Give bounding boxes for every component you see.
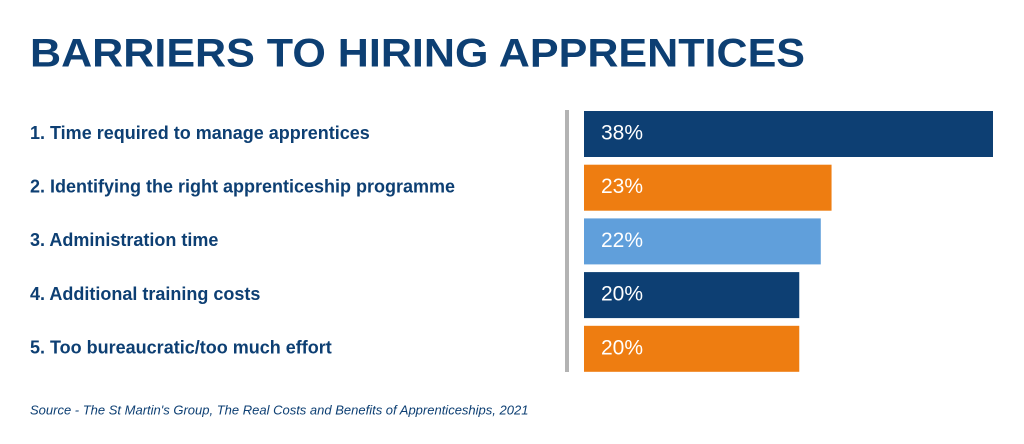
source-note: Source - The St Martin's Group, The Real…	[30, 402, 528, 417]
category-label: 5. Too bureaucratic/too much effort	[30, 338, 332, 358]
value-label: 22%	[601, 229, 643, 252]
value-label: 23%	[601, 175, 643, 198]
bar	[584, 111, 993, 157]
category-label: 4. Additional training costs	[30, 284, 260, 304]
category-label: 2. Identifying the right apprenticeship …	[30, 176, 455, 196]
bar	[584, 164, 832, 211]
chart-title: BARRIERS TO HIRING APPRENTICES	[30, 32, 805, 76]
category-label: 1. Time required to manage apprentices	[30, 123, 370, 143]
bar	[584, 272, 800, 319]
value-label: 20%	[601, 336, 643, 359]
category-label: 3. Administration time	[30, 230, 218, 250]
bar	[584, 218, 821, 265]
bar	[584, 325, 800, 372]
value-label: 20%	[601, 283, 643, 306]
value-label: 38%	[601, 122, 643, 145]
